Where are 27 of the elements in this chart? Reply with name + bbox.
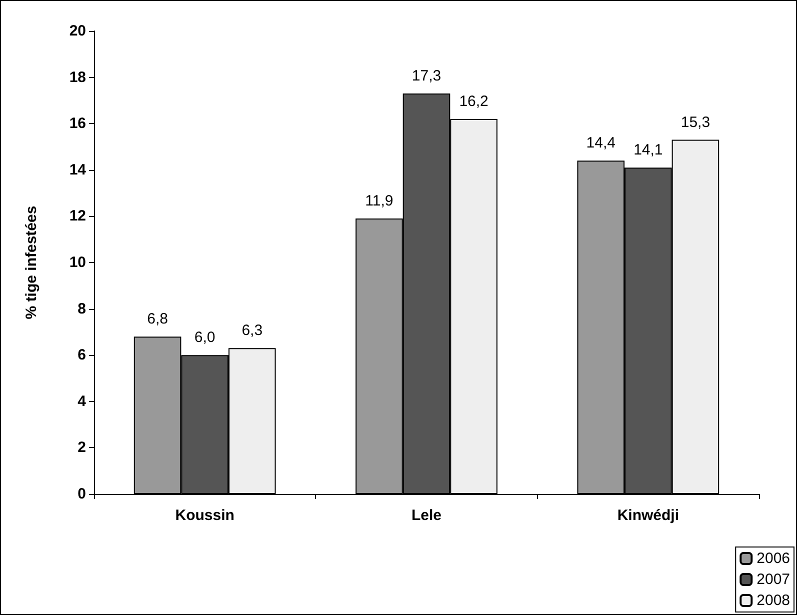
data-label: 6,8 xyxy=(147,310,168,328)
data-label: 14,4 xyxy=(586,134,616,152)
y-tick-label: 0 xyxy=(78,486,86,502)
x-tick-label: Koussin xyxy=(175,507,234,524)
data-label: 16,2 xyxy=(459,92,488,110)
legend-label: 2006 xyxy=(756,550,790,567)
y-tick-label: 14 xyxy=(69,161,87,178)
data-label: 17,3 xyxy=(412,68,442,85)
y-tick-label: 10 xyxy=(69,254,86,271)
y-tick-label: 4 xyxy=(78,392,87,410)
data-label: 14,1 xyxy=(634,142,663,159)
y-tick-label: 18 xyxy=(69,68,86,86)
data-label: 11,9 xyxy=(365,192,394,210)
y-tick-label: 16 xyxy=(69,115,86,132)
data-label: 6,0 xyxy=(194,329,216,346)
x-tick-label: Kinwédji xyxy=(617,507,680,524)
y-tick-label: 6 xyxy=(78,346,86,364)
legend-label: 2007 xyxy=(756,571,790,588)
data-label: 15,3 xyxy=(680,114,710,131)
y-tick-label: 20 xyxy=(69,22,86,40)
y-tick-label: 12 xyxy=(69,208,86,225)
y-tick-label: 2 xyxy=(78,439,86,456)
y-tick-label: 8 xyxy=(78,300,86,318)
legend-label: 2008 xyxy=(756,592,790,609)
x-tick-label: Lele xyxy=(411,507,442,524)
y-axis-title: % tige infestées xyxy=(23,206,40,320)
data-label: 6,3 xyxy=(242,322,263,340)
